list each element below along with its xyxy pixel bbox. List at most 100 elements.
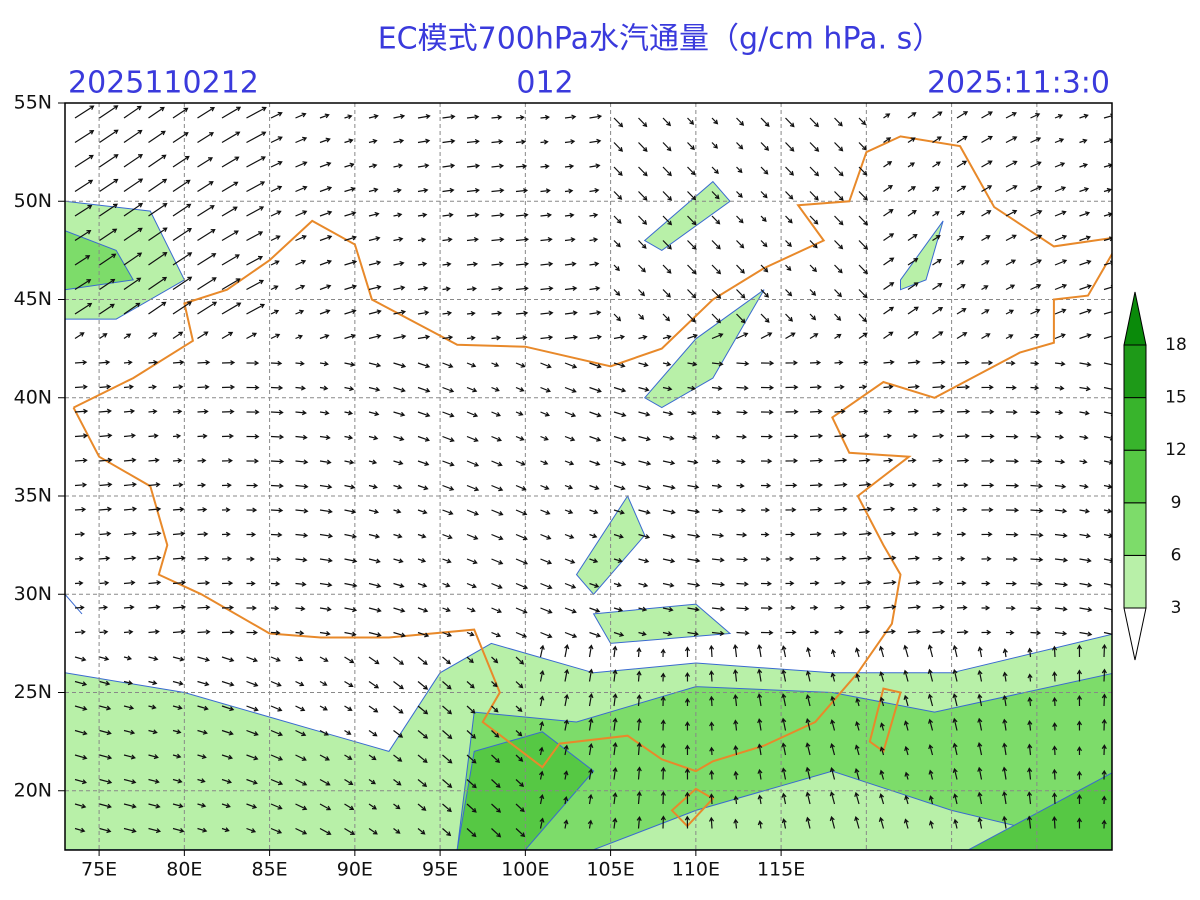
wind-arrow xyxy=(319,137,331,144)
wind-arrow xyxy=(148,332,158,339)
wind-arrow xyxy=(977,693,983,707)
wind-arrow xyxy=(270,507,284,513)
wind-arrow xyxy=(711,606,726,612)
wind-arrow xyxy=(393,508,402,514)
wind-arrow xyxy=(805,694,811,707)
wind-arrow xyxy=(540,411,550,417)
wind-arrow xyxy=(1054,259,1068,266)
wind-arrow xyxy=(368,705,379,713)
wind-arrow xyxy=(981,507,994,513)
wind-arrow xyxy=(834,433,847,439)
wind-arrow xyxy=(907,629,922,635)
wind-arrow xyxy=(466,237,479,243)
wind-arrow xyxy=(587,793,594,805)
wind-arrow xyxy=(172,629,186,635)
wind-arrow xyxy=(393,828,401,834)
wind-arrow xyxy=(809,433,824,439)
wind-arrow xyxy=(99,803,112,809)
wind-arrow xyxy=(246,409,260,415)
wind-arrow xyxy=(344,386,355,392)
wind-arrow xyxy=(344,631,357,637)
wind-arrow xyxy=(636,816,642,829)
wind-arrow xyxy=(1005,185,1018,193)
wind-arrow xyxy=(855,697,861,707)
wind-arrow xyxy=(834,333,842,340)
wind-arrow xyxy=(1076,694,1083,707)
wind-arrow xyxy=(1030,259,1042,266)
wind-arrow xyxy=(172,359,185,365)
wind-arrow xyxy=(295,656,304,662)
wind-arrow xyxy=(368,138,378,144)
wind-arrow xyxy=(270,333,281,340)
wind-arrow xyxy=(1079,606,1093,613)
wind-arrow xyxy=(781,693,787,707)
wind-arrow xyxy=(956,160,968,168)
wind-arrow xyxy=(981,531,993,537)
wind-arrow xyxy=(638,582,649,588)
wind-arrow xyxy=(564,533,575,539)
wind-arrow xyxy=(442,386,455,393)
wind-arrow xyxy=(466,484,480,492)
wind-arrow xyxy=(491,261,504,267)
wind-arrow xyxy=(172,179,191,192)
wind-arrow xyxy=(221,656,235,663)
wind-arrow xyxy=(636,766,642,780)
wind-arrow xyxy=(246,803,258,809)
wind-arrow xyxy=(854,767,860,780)
wind-arrow xyxy=(977,669,983,682)
wind-arrow xyxy=(781,792,787,805)
wind-arrow xyxy=(1054,114,1064,119)
wind-arrow xyxy=(1030,308,1041,315)
wind-arrow xyxy=(442,163,456,169)
wind-arrow xyxy=(466,509,479,516)
wind-arrow xyxy=(123,827,137,834)
wind-arrow xyxy=(956,384,971,390)
wind-arrow xyxy=(417,582,428,588)
wind-arrow xyxy=(1101,718,1107,731)
wind-arrow xyxy=(393,779,402,786)
wind-arrow xyxy=(907,555,920,561)
wind-arrow xyxy=(858,384,868,390)
wind-arrow xyxy=(197,408,209,415)
wind-arrow xyxy=(515,779,525,787)
wind-arrow xyxy=(393,309,407,315)
wind-arrow xyxy=(74,204,93,217)
wind-arrow xyxy=(1103,187,1112,193)
wind-arrow xyxy=(636,791,642,805)
wind-arrow xyxy=(564,460,575,466)
wind-arrow xyxy=(805,717,811,731)
wind-arrow xyxy=(393,484,403,490)
wind-arrow xyxy=(1005,409,1018,415)
wind-arrow xyxy=(1002,766,1008,780)
wind-arrow xyxy=(711,142,719,149)
wind-arrow xyxy=(564,582,577,589)
wind-arrow xyxy=(368,236,381,242)
wind-arrow xyxy=(636,647,642,658)
wind-arrow xyxy=(687,361,698,367)
wind-arrow xyxy=(638,334,648,340)
wind-arrow xyxy=(829,742,836,756)
wind-arrow xyxy=(809,333,819,340)
wind-arrow xyxy=(74,229,92,242)
wind-arrow xyxy=(197,778,206,784)
wind-arrow xyxy=(1027,720,1033,731)
wind-arrow xyxy=(879,793,885,805)
wind-arrow xyxy=(736,332,749,340)
wind-arrow xyxy=(417,435,430,442)
wind-arrow xyxy=(613,386,627,393)
wind-arrow xyxy=(538,770,544,780)
wind-arrow xyxy=(344,607,358,613)
wind-arrow xyxy=(613,191,623,200)
wind-arrow xyxy=(883,555,897,561)
wind-arrow xyxy=(638,533,651,539)
wind-arrow xyxy=(515,705,523,712)
wind-arrow xyxy=(1054,283,1068,291)
wind-arrow xyxy=(123,433,136,439)
wind-arrow xyxy=(1030,459,1043,465)
wind-arrow xyxy=(858,117,867,126)
wind-arrow xyxy=(564,631,578,639)
wind-arrow xyxy=(172,580,187,586)
wind-arrow xyxy=(442,114,456,120)
wind-arrow xyxy=(344,729,352,735)
wind-arrow xyxy=(172,506,185,512)
